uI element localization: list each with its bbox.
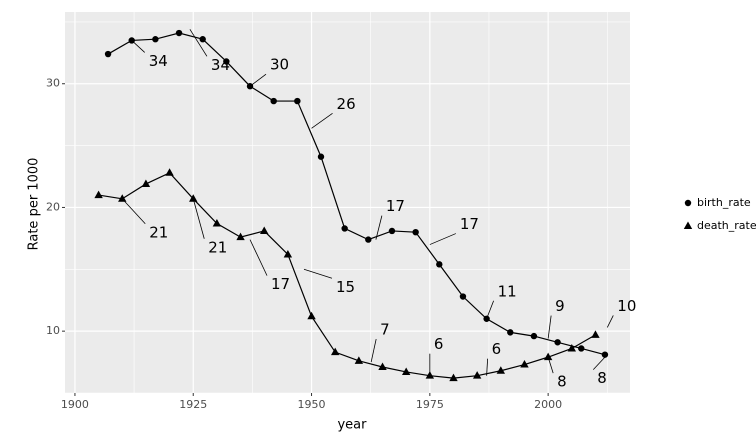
label-leader (303, 268, 333, 279)
marker (496, 366, 506, 374)
label-leader (249, 239, 268, 276)
marker (307, 311, 316, 320)
y-tick-label: 30 (46, 77, 60, 90)
data-label: 9 (555, 297, 565, 315)
panel (65, 12, 630, 393)
marker (223, 58, 230, 65)
marker (104, 50, 112, 58)
x-tick-label: 1900 (61, 398, 89, 411)
marker (401, 367, 411, 375)
marker (270, 97, 277, 105)
marker (412, 228, 419, 236)
marker (436, 261, 443, 268)
label-leader (547, 357, 554, 374)
marker (543, 352, 553, 361)
marker (554, 339, 561, 346)
x-tick-label: 1950 (298, 398, 326, 411)
series-line (107, 32, 606, 356)
y-tick-label: 10 (46, 324, 60, 337)
marker (520, 360, 529, 368)
legend: birth_rate death_rate (683, 196, 756, 232)
data-label: 8 (597, 369, 607, 387)
marker (459, 293, 467, 300)
label-leader (375, 215, 383, 240)
label-leader (547, 315, 552, 339)
series-line (98, 172, 596, 379)
marker (189, 194, 198, 202)
marker (94, 190, 103, 199)
label-leader (192, 198, 205, 239)
data-label: 17 (386, 197, 405, 215)
label-leader (592, 354, 608, 370)
label-leader (249, 73, 267, 87)
marker (212, 219, 222, 227)
x-tick-label: 1925 (179, 398, 207, 411)
legend-label: birth_rate (697, 196, 751, 209)
marker (683, 221, 693, 229)
marker (684, 199, 692, 207)
data-label: 21 (208, 238, 227, 256)
marker (330, 347, 340, 356)
label-leader (131, 40, 145, 53)
marker (199, 36, 206, 43)
label-leader (311, 112, 333, 129)
data-label: 10 (617, 297, 636, 315)
data-label: 34 (149, 52, 168, 70)
marker (260, 226, 269, 234)
plot: 34 34 30 26 17 17 11 9 8 21 21 17 15 7 6 6 8 10 (94, 29, 636, 391)
marker (341, 225, 348, 232)
data-label: 6 (492, 340, 502, 358)
label-leader (189, 29, 208, 57)
y-tick-label: 20 (46, 200, 60, 213)
marker (567, 343, 576, 352)
data-label: 21 (149, 223, 168, 241)
data-label: 15 (336, 278, 355, 296)
marker (449, 373, 458, 382)
data-label: 34 (211, 56, 230, 74)
marker (378, 362, 387, 371)
marker (317, 153, 325, 160)
data-label: 8 (557, 373, 567, 391)
marker (507, 329, 514, 336)
marker (530, 332, 538, 340)
label-leader (606, 315, 614, 328)
legend-label: death_rate (697, 219, 756, 232)
marker (578, 345, 585, 352)
marker (165, 168, 174, 176)
marker (472, 371, 482, 379)
label-leader (121, 198, 146, 225)
label-leader (486, 358, 489, 376)
marker (601, 351, 609, 358)
grid (65, 12, 630, 394)
label-leader (429, 233, 456, 245)
marker (354, 356, 364, 364)
data-label: 6 (434, 335, 444, 353)
marker (141, 179, 151, 187)
data-label: 7 (380, 321, 390, 339)
data-label: 17 (460, 215, 479, 233)
marker (591, 330, 600, 338)
marker (236, 232, 245, 241)
x-axis-title: year (337, 418, 367, 433)
marker (118, 194, 127, 202)
label-leader (486, 300, 494, 319)
x-tick-label: 1975 (416, 398, 444, 411)
marker (152, 36, 159, 43)
label-leader (370, 338, 377, 363)
marker (175, 29, 183, 37)
data-label: 26 (337, 95, 356, 113)
marker (388, 227, 396, 235)
x-tick-label: 2000 (534, 398, 562, 411)
marker (365, 236, 372, 243)
data-label: 11 (498, 282, 517, 300)
data-label: 17 (271, 275, 290, 293)
marker (283, 249, 293, 258)
y-axis-title: Rate per 1000 (27, 158, 42, 251)
data-label: 30 (270, 56, 289, 74)
marker (294, 97, 301, 105)
